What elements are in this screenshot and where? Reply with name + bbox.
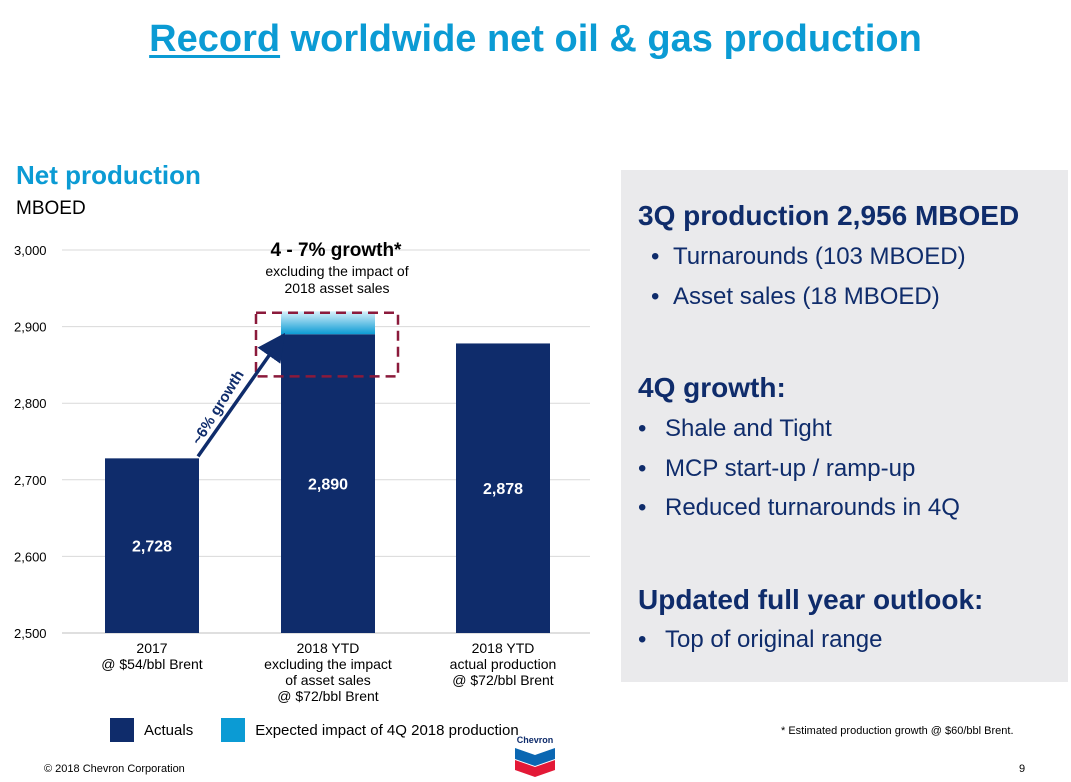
growth-arrow-label: ~6% growth — [189, 367, 248, 448]
title-highlight: Record — [149, 18, 281, 60]
y-tick-label: 2,800 — [14, 396, 47, 411]
y-tick-label: 2,700 — [14, 473, 47, 488]
y-tick-label: 2,500 — [14, 626, 47, 641]
growth-annotation-sub: excluding the impact of — [265, 263, 408, 279]
x-category-label: @ $54/bbl Brent — [101, 656, 202, 672]
x-category-label: actual production — [450, 656, 557, 672]
copyright: © 2018 Chevron Corporation — [44, 763, 185, 775]
y-tick-label: 2,600 — [14, 549, 47, 564]
x-category-label: 2018 YTD — [472, 640, 535, 656]
growth-annotation-title: 4 - 7% growth* — [271, 240, 403, 261]
chart-heading: Net production — [16, 160, 201, 190]
y-tick-label: 2,900 — [14, 320, 47, 335]
panel-bullet-top-of-range: • Top of original range — [638, 626, 883, 653]
panel-bullet-shale: • Shale and Tight — [638, 415, 832, 442]
legend-item-actuals: Actuals — [110, 718, 193, 742]
legend-label-expected: Expected impact of 4Q 2018 production — [255, 721, 519, 739]
chart-legend: Actuals Expected impact of 4Q 2018 produ… — [110, 718, 519, 742]
legend-swatch-expected — [221, 718, 246, 742]
legend-label-actuals: Actuals — [144, 721, 194, 739]
bar-expected-impact — [281, 311, 375, 335]
panel-bullet-asset-sales: • Asset sales (18 MBOED) — [651, 283, 940, 310]
net-production-chart: 3,0002,9002,8002,7002,6002,5002,7282017@… — [14, 240, 590, 704]
x-category-label: @ $72/bbl Brent — [452, 672, 553, 688]
y-tick-label: 3,000 — [14, 243, 47, 258]
growth-annotation-sub: 2018 asset sales — [284, 280, 389, 296]
growth-highlight-box — [254, 311, 400, 378]
panel-heading-3q: 3Q production 2,956 MBOED — [638, 200, 1020, 231]
bar-actuals — [281, 334, 375, 633]
legend-item-expected: Expected impact of 4Q 2018 production — [221, 718, 519, 742]
x-category-label: 2017 — [136, 640, 167, 656]
x-category-label: @ $72/bbl Brent — [277, 688, 378, 704]
page-number: 9 — [1019, 763, 1026, 775]
x-category-label: of asset sales — [285, 672, 371, 688]
bar-actuals — [105, 458, 199, 633]
growth-arrow — [196, 332, 286, 458]
panel-bullet-turnarounds: • Turnarounds (103 MBOED) — [651, 243, 966, 270]
title-rest: worldwide net oil & gas production — [280, 18, 922, 60]
bar-value-label: 2,728 — [132, 539, 172, 556]
summary-panel: 3Q production 2,956 MBOED • Turnarounds (… — [621, 170, 1068, 682]
x-category-label: 2018 YTD — [297, 640, 360, 656]
panel-bullet-reduced-turnarounds: • Reduced turnarounds in 4Q — [638, 494, 960, 521]
x-category-label: excluding the impact — [264, 656, 392, 672]
chart-unit-label: MBOED — [16, 198, 86, 219]
panel-heading-outlook: Updated full year outlook: — [638, 584, 984, 615]
bar-value-label: 2,890 — [308, 477, 348, 494]
panel-bullet-mcp: • MCP start-up / ramp-up — [638, 455, 916, 482]
bar-value-label: 2,878 — [483, 481, 523, 498]
slide-title: Record worldwide net oil & gas productio… — [0, 18, 1071, 61]
chevron-logo-icon: Chevron — [515, 735, 555, 777]
bar-actuals — [456, 343, 550, 633]
panel-heading-4q: 4Q growth: — [638, 372, 786, 403]
footnote: * Estimated production growth @ $60/bbl … — [781, 725, 1014, 737]
logo-text: Chevron — [517, 735, 554, 745]
legend-swatch-actuals — [110, 718, 134, 742]
